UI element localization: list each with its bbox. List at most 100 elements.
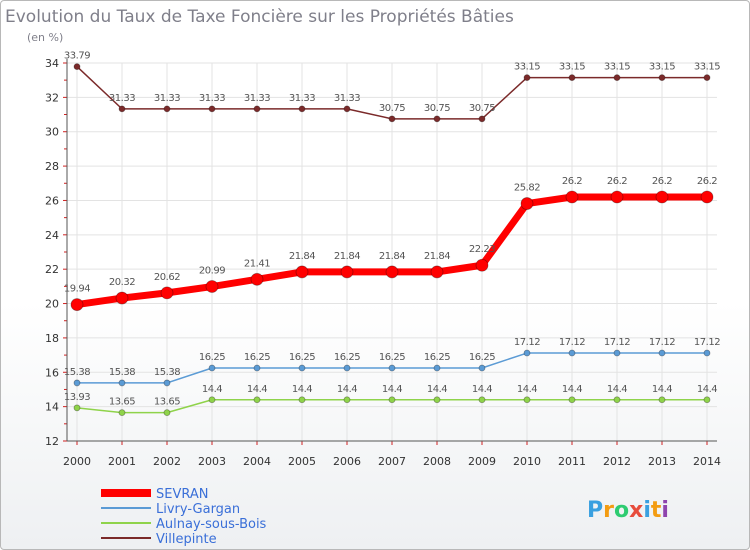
legend: SEVRANLivry-GarganAulnay-sous-BoisVillep… [101,487,267,547]
data-label-aulnay-sous-bois: 14.4 [247,384,267,395]
data-point-livry-gargan [163,379,171,387]
data-label-aulnay-sous-bois: 13.65 [154,397,180,408]
data-point-livry-gargan [568,349,576,357]
data-label-livry-gargan: 15.38 [109,367,135,378]
data-point-villepinte [613,74,621,82]
data-point-aulnay-sous-bois [208,396,216,404]
x-tick-label: 2000 [63,455,91,468]
data-label-aulnay-sous-bois: 14.4 [697,384,717,395]
data-label-villepinte: 31.33 [154,93,180,104]
data-label-villepinte: 30.75 [424,103,450,114]
x-tick-label: 2002 [153,455,181,468]
data-label-livry-gargan: 17.12 [649,337,675,348]
data-label-livry-gargan: 16.25 [469,352,495,363]
legend-label-livry-gargan: Livry-Gargan [156,502,240,517]
data-point-sevran [115,291,129,305]
data-label-sevran: 19.94 [64,284,90,295]
data-point-aulnay-sous-bois [613,396,621,404]
data-label-sevran: 20.99 [199,266,225,277]
data-label-aulnay-sous-bois: 14.4 [337,384,357,395]
y-tick-label: 30 [45,126,59,139]
data-point-villepinte [163,105,171,113]
data-label-villepinte: 33.15 [514,62,540,73]
data-point-sevran [610,190,624,204]
data-point-sevran [430,265,444,279]
data-point-aulnay-sous-bois [658,396,666,404]
data-label-livry-gargan: 17.12 [559,337,585,348]
brand-letter: t [651,498,662,523]
data-label-villepinte: 33.15 [694,62,720,73]
x-tick-label: 2006 [333,455,361,468]
data-point-villepinte [478,115,486,123]
y-tick-label: 28 [45,160,59,173]
x-tick-label: 2010 [513,455,541,468]
legend-label-sevran: SEVRAN [156,487,208,502]
data-point-livry-gargan [433,364,441,372]
data-point-villepinte [73,63,81,71]
data-label-villepinte: 33.15 [649,62,675,73]
data-label-sevran: 21.84 [424,251,450,262]
data-label-livry-gargan: 15.38 [64,367,90,378]
data-label-villepinte: 30.75 [469,103,495,114]
data-label-aulnay-sous-bois: 14.4 [202,384,222,395]
data-point-sevran [205,280,219,293]
data-label-livry-gargan: 17.12 [604,337,630,348]
data-point-aulnay-sous-bois [568,396,576,404]
y-tick-label: 16 [45,366,59,379]
x-tick-label: 2011 [558,455,586,468]
y-tick-label: 24 [45,229,59,242]
data-label-sevran: 26.2 [697,176,717,187]
x-tick-label: 2012 [603,455,631,468]
data-point-aulnay-sous-bois [388,396,396,404]
data-point-livry-gargan [73,379,81,387]
data-label-livry-gargan: 16.25 [379,352,405,363]
data-point-sevran [160,286,174,300]
x-tick-label: 2003 [198,455,226,468]
data-point-sevran [340,265,354,279]
data-label-villepinte: 31.33 [334,93,360,104]
data-label-villepinte: 33.79 [64,51,90,62]
y-tick-label: 20 [45,298,59,311]
data-point-livry-gargan [208,364,216,372]
data-point-sevran [250,272,264,286]
brand-letter: i [643,498,651,523]
data-point-villepinte [388,115,396,123]
data-label-sevran: 21.84 [289,251,315,262]
data-label-livry-gargan: 17.12 [694,337,720,348]
x-tick-label: 2005 [288,455,316,468]
data-label-sevran: 20.32 [109,277,135,288]
data-point-villepinte [703,74,711,82]
data-point-livry-gargan [703,349,711,357]
data-label-aulnay-sous-bois: 14.4 [652,384,672,395]
y-tick-label: 22 [45,263,59,276]
x-tick-label: 2008 [423,455,451,468]
data-point-sevran [520,197,534,210]
legend-label-villepinte: Villepinte [156,532,217,547]
brand-letter: o [614,498,629,523]
y-tick-label: 32 [45,91,59,104]
brand-letter: x [629,498,643,523]
y-tick-label: 26 [45,194,59,207]
data-point-aulnay-sous-bois [118,409,126,417]
data-point-livry-gargan [253,364,261,372]
data-label-sevran: 26.2 [607,176,627,187]
data-point-villepinte [433,115,441,123]
y-tick-label: 18 [45,332,59,345]
data-label-sevran: 21.41 [244,258,270,269]
axes: 12 14 16 18 20 22 24 26 28 30 32 34 2000 2001 2002 2003… [45,57,721,468]
x-tick-label: 2013 [648,455,676,468]
data-point-livry-gargan [343,364,351,372]
data-label-sevran: 26.2 [652,176,672,187]
y-tick-label: 12 [45,435,59,448]
data-point-livry-gargan [658,349,666,357]
brand-letter: P [587,498,603,523]
data-label-aulnay-sous-bois: 14.4 [562,384,582,395]
data-label-sevran: 25.82 [514,183,540,194]
x-tick-label: 2009 [468,455,496,468]
data-label-villepinte: 31.33 [109,93,135,104]
data-label-aulnay-sous-bois: 14.4 [292,384,312,395]
data-label-sevran: 22.23 [469,244,495,255]
data-label-sevran: 26.2 [562,176,582,187]
